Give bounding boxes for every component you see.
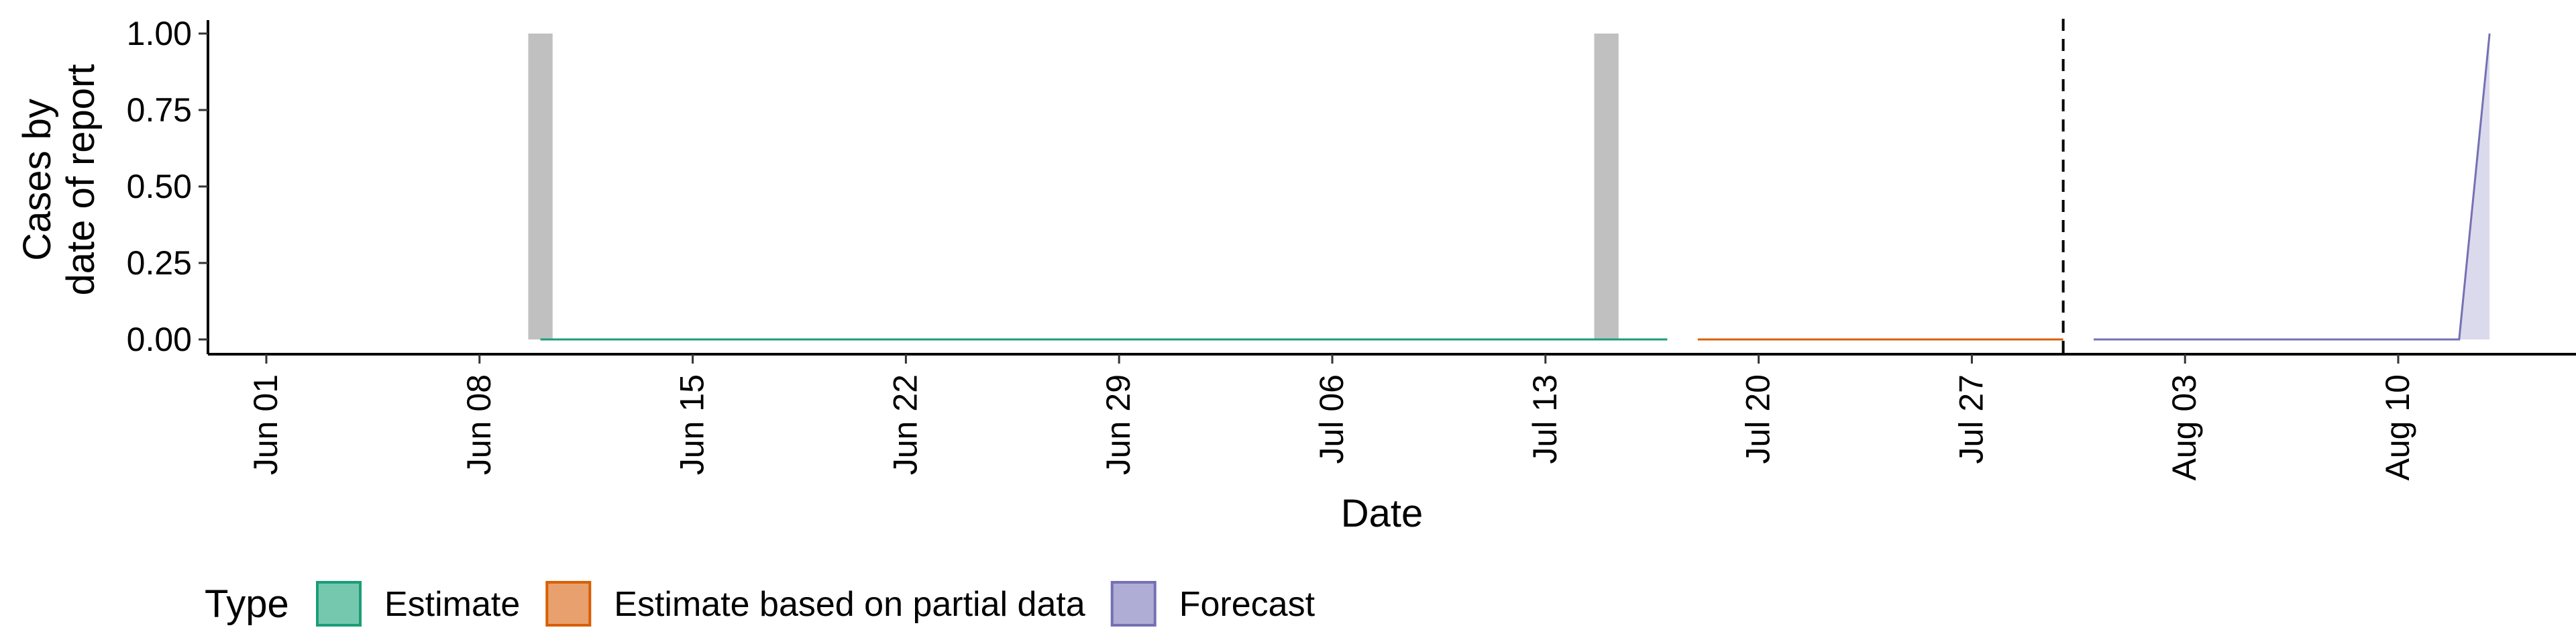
y-axis-label-line-1: Cases by [15, 99, 59, 261]
legend-key [545, 581, 592, 627]
axes: 0.00 0.25 0.50 0.75 1.00 Jun 01 Jun 08 Jun 15 Ju… [127, 15, 2576, 480]
legend-key [316, 581, 362, 627]
observed-bar [528, 34, 553, 339]
x-tick-label: Jul 06 [1313, 374, 1350, 464]
y-tick-label: 0.00 [127, 321, 192, 358]
x-tick-label: Jul 20 [1739, 374, 1777, 464]
x-tick-label: Jun 01 [247, 374, 284, 475]
series-area [2094, 34, 2490, 339]
y-tick-label: 0.25 [127, 244, 192, 282]
y-tick-label: 0.75 [127, 91, 192, 129]
x-tick-label: Jun 15 [674, 374, 711, 475]
legend-label: Estimate based on partial data [614, 585, 1085, 624]
x-tick-label: Jul 27 [1952, 374, 1990, 464]
x-tick-label: Jun 22 [886, 374, 924, 475]
legend: Type Estimate Estimate based on partial d… [205, 581, 1316, 627]
plot-area [528, 19, 2491, 354]
x-axis-label: Date [1341, 492, 1424, 535]
x-tick-label: Jun 29 [1099, 374, 1137, 475]
y-tick-label: 1.00 [127, 15, 192, 52]
legend-title: Type [205, 582, 289, 626]
y-tick-label: 0.50 [127, 168, 192, 205]
x-tick-label: Aug 10 [2379, 374, 2416, 480]
legend-key [1110, 581, 1157, 627]
legend-label: Forecast [1179, 585, 1316, 624]
legend-label: Estimate [384, 585, 520, 624]
x-tick-label: Aug 03 [2165, 374, 2203, 480]
observed-bar [1594, 34, 1619, 339]
x-tick-label: Jul 13 [1526, 374, 1564, 464]
series-line [2094, 33, 2491, 341]
x-tick-label: Jun 08 [460, 374, 498, 475]
y-axis-label-line-2: date of report [59, 64, 103, 296]
